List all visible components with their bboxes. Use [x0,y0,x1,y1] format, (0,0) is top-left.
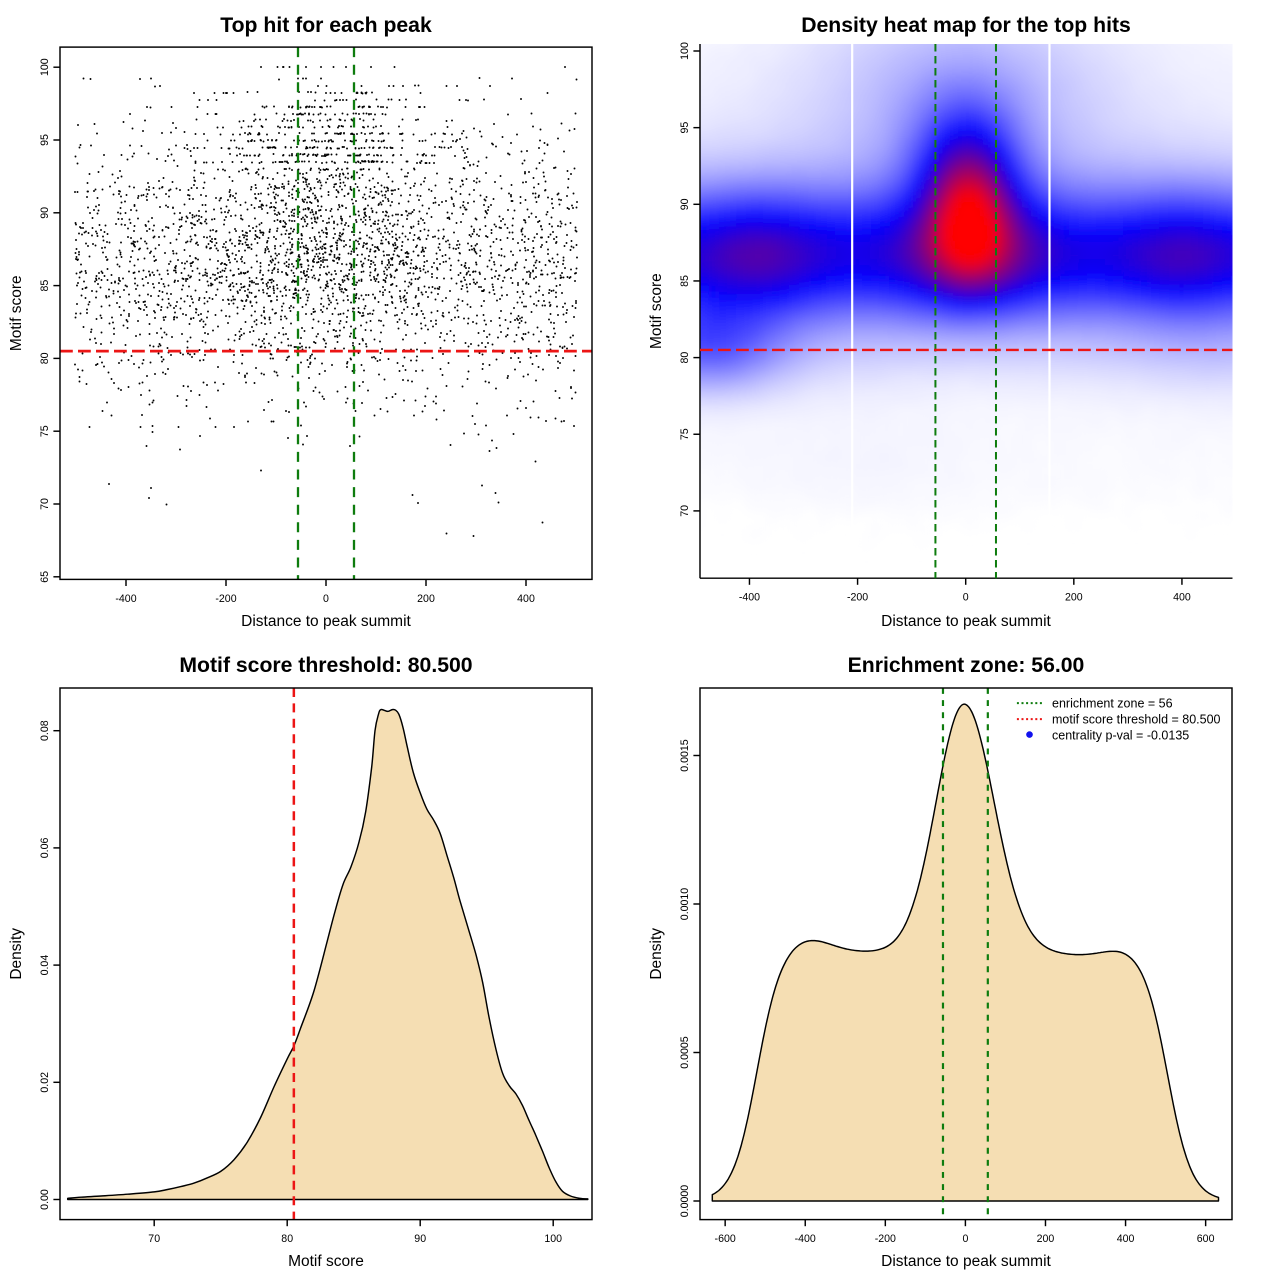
svg-text:85: 85 [679,275,691,287]
svg-text:-400: -400 [739,592,760,604]
svg-text:90: 90 [414,1233,426,1245]
svg-text:Motif score threshold: 80.500: Motif score threshold: 80.500 [179,654,472,677]
svg-text:Motif score: Motif score [648,273,665,349]
svg-text:95: 95 [679,122,691,134]
svg-text:400: 400 [517,593,535,605]
svg-text:Distance to peak summit: Distance to peak summit [881,1253,1051,1270]
svg-text:75: 75 [39,425,51,437]
svg-text:70: 70 [679,505,691,517]
svg-text:200: 200 [1037,1233,1055,1245]
svg-text:0.0015: 0.0015 [679,739,691,772]
svg-text:0.00: 0.00 [39,1189,51,1210]
svg-text:70: 70 [148,1233,160,1245]
svg-text:0.06: 0.06 [39,837,51,858]
svg-text:-600: -600 [715,1233,736,1245]
svg-text:0.04: 0.04 [39,955,51,976]
svg-text:90: 90 [39,207,51,219]
svg-text:Density heat map for the top h: Density heat map for the top hits [801,14,1131,37]
svg-text:90: 90 [679,198,691,210]
svg-text:0.0000: 0.0000 [679,1185,691,1218]
svg-text:-200: -200 [847,592,868,604]
svg-text:Motif score: Motif score [8,275,25,351]
svg-text:-200: -200 [215,593,236,605]
svg-text:Distance to peak summit: Distance to peak summit [881,613,1051,630]
svg-text:Top hit for each peak: Top hit for each peak [220,14,432,37]
svg-text:80: 80 [39,352,51,364]
svg-text:600: 600 [1197,1233,1215,1245]
svg-text:0.08: 0.08 [39,720,51,741]
svg-text:0.0005: 0.0005 [679,1036,691,1069]
svg-text:400: 400 [1173,592,1191,604]
svg-text:400: 400 [1117,1233,1135,1245]
svg-text:-400: -400 [795,1233,816,1245]
svg-text:0: 0 [323,593,329,605]
svg-text:65: 65 [39,571,51,583]
svg-text:0.0010: 0.0010 [679,888,691,921]
svg-text:80: 80 [679,352,691,364]
svg-text:Density: Density [8,928,25,980]
svg-text:200: 200 [1065,592,1083,604]
svg-text:-200: -200 [875,1233,896,1245]
svg-text:80: 80 [281,1233,293,1245]
svg-text:100: 100 [39,58,51,76]
svg-text:Enrichment zone: 56.00: Enrichment zone: 56.00 [848,654,1085,677]
svg-text:70: 70 [39,498,51,510]
svg-text:Motif score: Motif score [288,1253,364,1270]
svg-text:0.02: 0.02 [39,1072,51,1093]
svg-text:200: 200 [417,593,435,605]
svg-text:Distance to peak summit: Distance to peak summit [241,613,411,630]
svg-text:centrality p-val = -0.0135: centrality p-val = -0.0135 [1052,729,1189,743]
svg-text:85: 85 [39,280,51,292]
svg-text:75: 75 [679,428,691,440]
svg-text:0: 0 [962,1233,968,1245]
svg-text:motif score threshold = 80.500: motif score threshold = 80.500 [1052,713,1221,727]
svg-text:95: 95 [39,134,51,146]
svg-text:Density: Density [648,928,665,980]
svg-text:100: 100 [679,42,691,60]
svg-text:-400: -400 [115,593,136,605]
svg-text:100: 100 [544,1233,562,1245]
svg-text:enrichment zone = 56: enrichment zone = 56 [1052,697,1173,711]
svg-text:0: 0 [963,592,969,604]
